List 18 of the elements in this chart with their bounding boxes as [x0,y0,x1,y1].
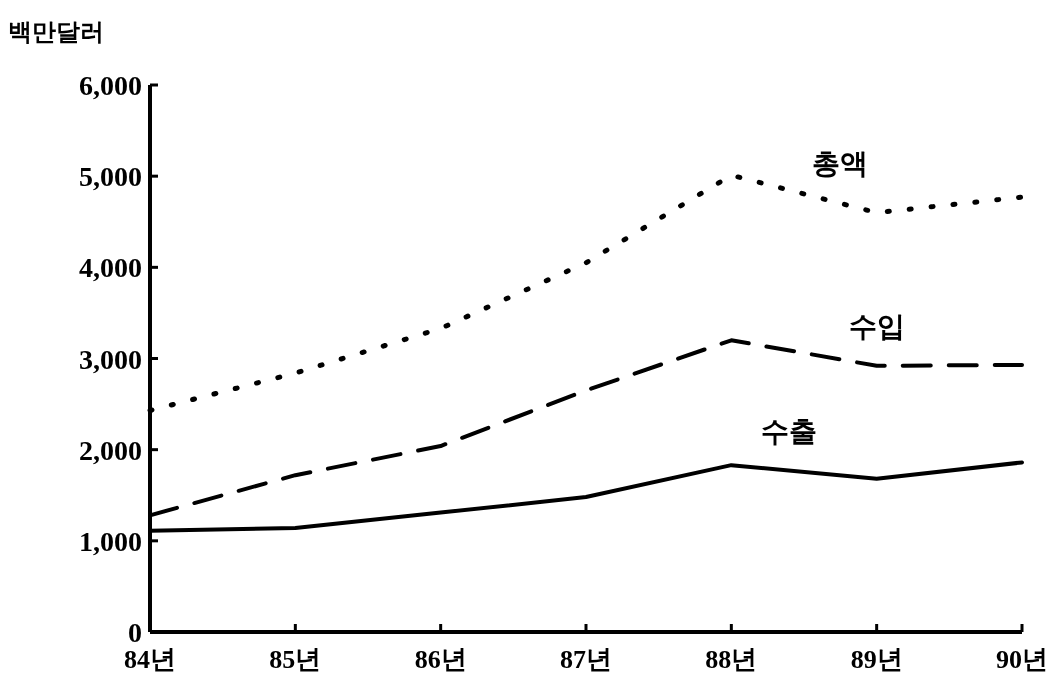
x-tick-label: 85년 [269,645,322,674]
y-tick-label: 4,000 [79,252,142,284]
y-tick-label: 0 [128,617,142,648]
y-tick-label: 2,000 [79,434,142,466]
y-tick-label: 5,000 [79,161,142,193]
y-tick-label: 3,000 [79,343,142,375]
x-tick-label: 87년 [560,645,612,674]
y-tick-label: 1,000 [79,525,142,557]
series-label: 수입 [848,310,905,342]
x-tick-label: 90년 [996,645,1048,674]
y-axis-title: 백만달러 [8,19,104,45]
y-tick-label: 6,000 [79,70,142,101]
x-tick-label: 89년 [850,645,903,674]
series-label: 총액 [812,148,869,180]
x-tick-label: 88년 [705,645,758,674]
x-tick-label: 84년 [124,645,176,674]
series-label: 수출 [761,415,818,447]
x-tick-label: 86년 [414,645,467,674]
